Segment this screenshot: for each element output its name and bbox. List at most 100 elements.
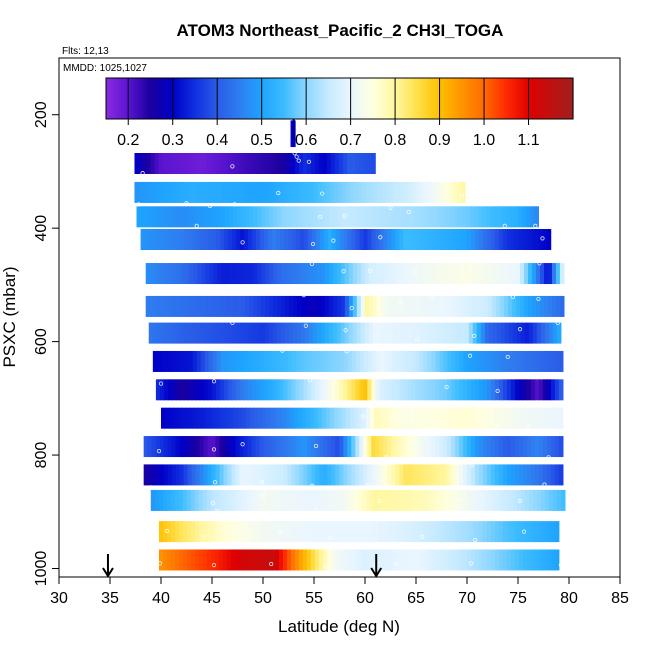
heatmap-cell xyxy=(164,322,170,344)
heatmap-cell xyxy=(316,322,322,344)
heatmap-cell xyxy=(360,295,366,317)
heatmap-cell xyxy=(448,322,454,344)
heatmap-cell xyxy=(542,549,548,571)
heatmap-cell xyxy=(387,464,392,486)
heatmap-cell xyxy=(234,153,240,175)
sample-point xyxy=(517,327,523,332)
sample-point xyxy=(542,482,547,487)
heatmap-cell xyxy=(306,521,312,543)
heatmap-cell xyxy=(243,464,249,486)
heatmap-cell xyxy=(249,206,254,228)
heatmap-cell xyxy=(242,489,247,511)
colorbar-segment xyxy=(515,78,519,119)
colorbar-segment xyxy=(457,78,461,119)
sample-point xyxy=(456,497,461,502)
colorbar-segment xyxy=(179,78,183,119)
heatmap-cell xyxy=(542,436,548,458)
heatmap-cell xyxy=(261,206,266,228)
heatmap-cell xyxy=(530,206,535,228)
sample-point xyxy=(313,507,319,513)
heatmap-cell xyxy=(270,549,276,571)
heatmap-cell xyxy=(403,436,408,458)
heatmap-cell xyxy=(230,153,236,175)
heatmap-cell xyxy=(326,549,332,571)
heatmap-cell xyxy=(207,464,213,486)
heatmap-cell xyxy=(158,549,164,571)
heatmap-cell xyxy=(174,549,180,571)
colorbar-segment xyxy=(421,78,425,119)
heatmap-cell xyxy=(415,379,420,401)
heatmap-cell xyxy=(432,295,438,317)
heatmap-cell xyxy=(214,521,220,543)
heatmap-cell xyxy=(554,549,560,571)
heatmap-cell xyxy=(259,379,265,401)
heatmap-cell xyxy=(301,181,307,203)
heatmap-cell xyxy=(468,322,474,344)
heatmap-cell xyxy=(361,181,367,203)
colorbar-segment xyxy=(375,78,378,119)
heatmap-cell xyxy=(387,379,392,401)
heatmap-cell xyxy=(181,263,187,285)
colorbar-segment xyxy=(475,78,478,119)
heatmap-cell xyxy=(327,464,332,486)
heatmap-cell xyxy=(485,489,490,511)
heatmap-cell xyxy=(416,263,422,285)
heatmap-cell xyxy=(546,350,552,372)
heatmap-cell xyxy=(254,489,259,511)
heatmap-cell xyxy=(476,322,482,344)
heatmap-cell xyxy=(380,322,386,344)
heatmap-cell xyxy=(451,379,456,401)
x-tick-label: 35 xyxy=(101,590,119,607)
sample-point xyxy=(377,498,382,504)
x-tick-label: 60 xyxy=(356,590,374,607)
heatmap-cell xyxy=(402,549,408,571)
sample-point xyxy=(280,348,285,353)
heatmap-cell xyxy=(466,407,472,429)
heatmap-cell xyxy=(305,295,310,317)
heatmap-cell xyxy=(312,350,317,372)
heatmap-cell xyxy=(416,322,422,344)
sample-point xyxy=(322,511,327,516)
heatmap-cell xyxy=(367,153,372,175)
heatmap-cell xyxy=(464,295,469,317)
sample-point xyxy=(211,562,217,568)
colorbar-segment xyxy=(359,78,363,119)
colorbar-segment xyxy=(254,78,258,119)
heatmap-cell xyxy=(437,181,442,203)
heatmap-cell xyxy=(248,350,253,372)
heatmap-cell xyxy=(537,489,542,511)
heatmap-cell xyxy=(373,489,379,511)
heatmap-cell xyxy=(417,206,423,228)
heatmap-cell xyxy=(178,521,184,543)
heatmap-cell xyxy=(238,549,244,571)
heatmap-cell xyxy=(169,407,174,429)
heatmap-cell xyxy=(195,464,201,486)
heatmap-cell xyxy=(329,489,335,511)
heatmap-cell xyxy=(192,206,198,228)
heatmap-cell xyxy=(273,181,279,203)
heatmap-cell xyxy=(302,153,308,175)
heatmap-cell xyxy=(266,489,271,511)
heatmap-cell xyxy=(348,263,354,285)
heatmap-cell xyxy=(254,549,260,571)
colorbar-segment xyxy=(417,78,421,119)
heatmap-cell xyxy=(306,549,312,571)
heatmap-cell xyxy=(543,295,549,317)
heatmap-cell xyxy=(335,153,340,175)
heatmap-cell xyxy=(321,407,327,429)
heatmap-cell xyxy=(390,549,396,571)
sample-point xyxy=(444,384,449,390)
heatmap-cell xyxy=(361,206,367,228)
heatmap-cell xyxy=(483,436,488,458)
heatmap-cell xyxy=(302,521,308,543)
heatmap-cell xyxy=(452,263,457,285)
heatmap-cell xyxy=(477,489,482,511)
colorbar-segment xyxy=(535,78,539,119)
heatmap-cell xyxy=(458,549,464,571)
heatmap-cell xyxy=(369,181,374,203)
heatmap-cell xyxy=(379,350,385,372)
heatmap-cell xyxy=(315,464,320,486)
heatmap-cell xyxy=(231,436,237,458)
heatmap-cell xyxy=(281,295,286,317)
heatmap-cell xyxy=(163,436,169,458)
